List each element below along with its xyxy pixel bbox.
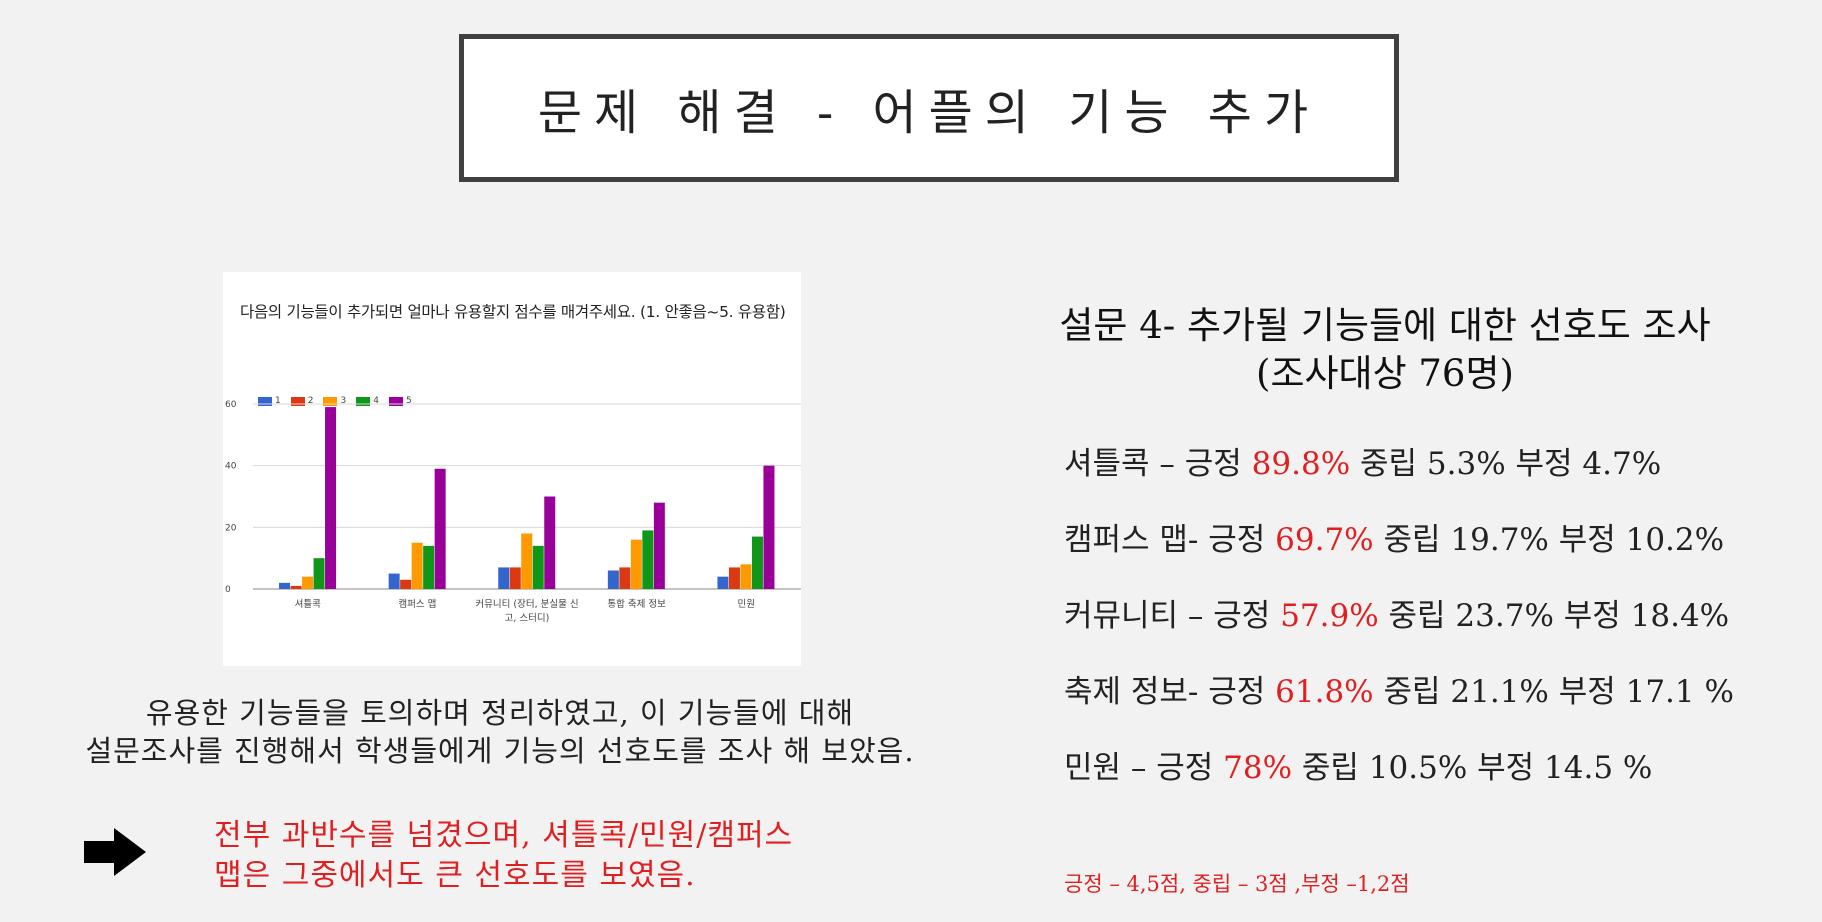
y-tick-label: 60: [225, 400, 237, 410]
x-tick-label: 캠퍼스 맵: [398, 598, 436, 610]
bar-4: [751, 536, 763, 589]
bar-4: [423, 545, 435, 589]
bar-3: [740, 564, 752, 589]
bar-3: [521, 533, 533, 589]
x-tick-label: 통합 축제 정보: [607, 599, 666, 610]
conclusion-line-1: 전부 과반수를 넘겼으며, 셔틀콕/민원/캠퍼스: [214, 818, 794, 853]
x-tick-label: 셔틀콕: [295, 599, 321, 610]
result-label: 셔틀콕 – 긍정: [1064, 446, 1252, 482]
legend-label: 4: [373, 396, 379, 406]
bar-4: [532, 545, 544, 589]
bar-5: [653, 502, 665, 589]
bar-2: [400, 579, 412, 589]
y-tick-label: 40: [225, 462, 237, 472]
score-legend-note: 긍정 – 4,5점, 중립 – 3점 ,부정 –1,2점: [1064, 872, 1410, 896]
result-line-shuttlecock: 셔틀콕 – 긍정 89.8% 중립 5.3% 부정 4.7%: [1064, 438, 1661, 483]
neutral-negative-percentages: 중립 21.1% 부정 17.1 %: [1373, 674, 1734, 710]
result-label: 캠퍼스 맵- 긍정: [1064, 522, 1276, 558]
neutral-negative-percentages: 중립 23.7% 부정 18.4%: [1378, 598, 1730, 634]
result-label: 축제 정보- 긍정: [1064, 674, 1276, 710]
bar-1: [607, 570, 619, 589]
result-line-complaints: 민원 – 긍정 78% 중립 10.5% 부정 14.5 %: [1064, 742, 1652, 787]
legend-swatch: [323, 396, 338, 406]
bar-chart: 다음의 기능들이 추가되면 얼마나 유용할지 점수를 매겨주세요. (1. 안좋…: [223, 272, 801, 666]
bar-2: [619, 567, 631, 589]
result-line-campus-map: 캠퍼스 맵- 긍정 69.7% 중립 19.7% 부정 10.2%: [1064, 514, 1724, 559]
bar-3: [411, 542, 423, 589]
survey-heading-sample-size: (조사대상 76명): [1256, 352, 1514, 395]
survey-heading: 설문 4- 추가될 기능들에 대한 선호도 조사 (조사대상 76명): [1020, 302, 1750, 398]
bar-1: [388, 573, 400, 589]
result-line-community: 커뮤니티 – 긍정 57.9% 중립 23.7% 부정 18.4%: [1064, 590, 1729, 635]
description-text: 유용한 기능들을 토의하며 정리하였고, 이 기능들에 대해 설문조사를 진행해…: [20, 694, 980, 770]
bar-5: [434, 468, 446, 589]
x-tick-label: 민원: [737, 599, 754, 610]
legend-label: 3: [340, 396, 347, 406]
legend-label: 2: [307, 396, 314, 406]
legend-swatch: [388, 396, 403, 406]
survey-heading-title: 설문 4- 추가될 기능들에 대한 선호도 조사: [1059, 304, 1711, 347]
result-label: 민원 – 긍정: [1064, 750, 1224, 786]
y-tick-label: 0: [225, 585, 231, 595]
legend-swatch: [258, 396, 272, 406]
legend-item-2: 2: [290, 396, 314, 406]
bar-3: [630, 539, 642, 589]
positive-percentage: 61.8%: [1275, 674, 1374, 710]
legend-swatch: [356, 396, 371, 406]
bar-4: [313, 558, 325, 589]
neutral-negative-percentages: 중립 19.7% 부정 10.2%: [1373, 522, 1725, 558]
bar-1: [498, 567, 510, 589]
result-line-festival-info: 축제 정보- 긍정 61.8% 중립 21.1% 부정 17.1 %: [1064, 666, 1734, 711]
neutral-negative-percentages: 중립 10.5% 부정 14.5 %: [1292, 750, 1653, 786]
chart-title: 다음의 기능들이 추가되면 얼마나 유용할지 점수를 매겨주세요. (1. 안좋…: [240, 303, 786, 321]
x-tick-label: 고, 스터디): [505, 613, 550, 624]
right-arrow-icon: [84, 828, 146, 876]
bar-4: [642, 530, 654, 589]
y-tick-label: 20: [225, 523, 237, 533]
legend-item-3: 3: [323, 396, 346, 406]
bar-3: [302, 576, 314, 589]
bar-2: [290, 585, 302, 589]
bar-1: [717, 576, 729, 589]
description-line-1: 유용한 기능들을 토의하며 정리하였고, 이 기능들에 대해: [145, 696, 855, 730]
legend-label: 1: [275, 396, 281, 406]
conclusion-line-2: 맵은 그중에서도 큰 선호도를 보였음.: [214, 858, 696, 893]
legend-swatch: [290, 396, 305, 406]
legend-item-1: 1: [258, 396, 281, 406]
positive-percentage: 57.9%: [1280, 598, 1379, 634]
legend-item-5: 5: [388, 396, 412, 406]
slide-title: 문제 해결 - 어플의 기능 추가: [537, 85, 1321, 141]
legend-label: 5: [405, 396, 412, 406]
bar-5: [763, 465, 775, 589]
positive-percentage: 69.7%: [1275, 522, 1374, 558]
chart-legend: 1 2 3 4 5: [258, 396, 412, 406]
bar-5: [325, 407, 337, 589]
chart-plot: 0 20 40 60 셔틀콕 캠퍼스 맵 커뮤니티 (장터, 분실물 신고, 스터디) 통합 …: [225, 400, 801, 624]
bar-2: [509, 567, 521, 589]
description-line-2: 설문조사를 진행해서 학생들에게 기능의 선호도를 조사 해 보았음.: [85, 734, 915, 768]
bar-5: [544, 496, 556, 589]
result-label: 커뮤니티 – 긍정: [1064, 598, 1281, 634]
positive-percentage: 78%: [1223, 750, 1293, 786]
x-tick-label: 커뮤니티 (장터, 분실물 신: [475, 599, 578, 610]
neutral-negative-percentages: 중립 5.3% 부정 4.7%: [1350, 446, 1662, 482]
legend-item-4: 4: [356, 396, 379, 406]
bar-2: [728, 567, 740, 589]
positive-percentage: 89.8%: [1251, 446, 1351, 482]
bar-1: [279, 582, 291, 589]
conclusion-text: 전부 과반수를 넘겼으며, 셔틀콕/민원/캠퍼스 맵은 그중에서도 큰 선호도를…: [214, 816, 793, 896]
slide-title-box: 문제 해결 - 어플의 기능 추가: [459, 34, 1399, 182]
